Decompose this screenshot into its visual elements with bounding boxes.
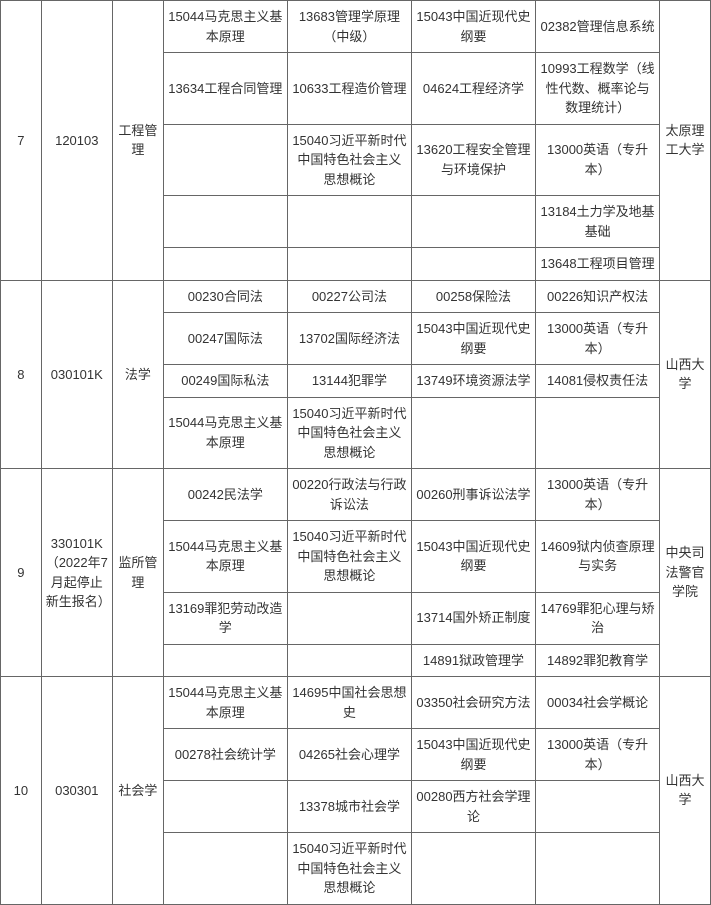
course-cell: 00230合同法 <box>163 280 287 313</box>
course-cell: 15040习近平新时代中国特色社会主义思想概论 <box>287 833 411 905</box>
course-cell: 13378城市社会学 <box>287 781 411 833</box>
course-cell: 15044马克思主义基本原理 <box>163 677 287 729</box>
course-cell: 00280西方社会学理论 <box>411 781 535 833</box>
course-cell: 15043中国近现代史纲要 <box>411 521 535 593</box>
course-cell: 15044马克思主义基本原理 <box>163 521 287 593</box>
course-cell <box>287 592 411 644</box>
course-cell: 02382管理信息系统 <box>536 1 660 53</box>
course-cell: 15044马克思主义基本原理 <box>163 1 287 53</box>
course-cell: 00227公司法 <box>287 280 411 313</box>
course-cell: 14892罪犯教育学 <box>536 644 660 677</box>
row-number: 9 <box>1 469 42 677</box>
course-cell: 13634工程合同管理 <box>163 53 287 125</box>
course-cell <box>411 833 535 905</box>
major-name: 法学 <box>112 280 163 469</box>
course-cell: 00278社会统计学 <box>163 729 287 781</box>
course-cell <box>536 833 660 905</box>
course-cell: 14891狱政管理学 <box>411 644 535 677</box>
row-number: 10 <box>1 677 42 905</box>
course-cell: 00242民法学 <box>163 469 287 521</box>
major-code: 030101K <box>41 280 112 469</box>
major-name: 监所管理 <box>112 469 163 677</box>
course-cell <box>163 644 287 677</box>
course-cell <box>287 248 411 281</box>
school-name: 山西大学 <box>660 677 711 905</box>
course-cell: 13184土力学及地基基础 <box>536 196 660 248</box>
course-cell <box>411 397 535 469</box>
course-cell: 00249国际私法 <box>163 365 287 398</box>
course-cell <box>163 781 287 833</box>
course-cell: 04624工程经济学 <box>411 53 535 125</box>
course-cell: 00220行政法与行政诉讼法 <box>287 469 411 521</box>
course-cell <box>536 781 660 833</box>
course-cell: 13714国外矫正制度 <box>411 592 535 644</box>
course-cell <box>163 833 287 905</box>
course-table: 7120103工程管理15044马克思主义基本原理13683管理学原理（中级）1… <box>0 0 711 905</box>
course-cell: 14769罪犯心理与矫治 <box>536 592 660 644</box>
course-cell <box>411 248 535 281</box>
major-code: 030301 <box>41 677 112 905</box>
table-row: 7120103工程管理15044马克思主义基本原理13683管理学原理（中级）1… <box>1 1 711 53</box>
course-cell <box>536 397 660 469</box>
row-number: 8 <box>1 280 42 469</box>
course-cell: 13702国际经济法 <box>287 313 411 365</box>
course-cell: 14695中国社会思想史 <box>287 677 411 729</box>
course-cell: 03350社会研究方法 <box>411 677 535 729</box>
course-cell <box>287 196 411 248</box>
course-cell: 10993工程数学（线性代数、概率论与数理统计） <box>536 53 660 125</box>
course-cell <box>163 196 287 248</box>
course-cell <box>163 124 287 196</box>
school-name: 山西大学 <box>660 280 711 469</box>
major-name: 工程管理 <box>112 1 163 281</box>
table-row: 10030301社会学15044马克思主义基本原理14695中国社会思想史033… <box>1 677 711 729</box>
school-name: 中央司法警官学院 <box>660 469 711 677</box>
course-cell <box>163 248 287 281</box>
course-cell: 15040习近平新时代中国特色社会主义思想概论 <box>287 397 411 469</box>
major-name: 社会学 <box>112 677 163 905</box>
course-cell: 15044马克思主义基本原理 <box>163 397 287 469</box>
course-cell: 00260刑事诉讼法学 <box>411 469 535 521</box>
course-cell: 13620工程安全管理与环境保护 <box>411 124 535 196</box>
table-row: 8030101K法学00230合同法00227公司法00258保险法00226知… <box>1 280 711 313</box>
course-cell: 15043中国近现代史纲要 <box>411 1 535 53</box>
course-cell: 13000英语（专升本） <box>536 469 660 521</box>
course-cell: 15040习近平新时代中国特色社会主义思想概论 <box>287 124 411 196</box>
course-cell: 04265社会心理学 <box>287 729 411 781</box>
course-cell: 13648工程项目管理 <box>536 248 660 281</box>
course-cell <box>411 196 535 248</box>
course-cell: 13144犯罪学 <box>287 365 411 398</box>
course-cell: 13683管理学原理（中级） <box>287 1 411 53</box>
row-number: 7 <box>1 1 42 281</box>
school-name: 太原理工大学 <box>660 1 711 281</box>
course-cell: 00247国际法 <box>163 313 287 365</box>
course-cell: 15043中国近现代史纲要 <box>411 313 535 365</box>
course-cell: 14609狱内侦查原理与实务 <box>536 521 660 593</box>
course-cell: 15040习近平新时代中国特色社会主义思想概论 <box>287 521 411 593</box>
course-cell: 10633工程造价管理 <box>287 53 411 125</box>
course-cell: 00034社会学概论 <box>536 677 660 729</box>
course-cell: 15043中国近现代史纲要 <box>411 729 535 781</box>
course-cell: 13000英语（专升本） <box>536 313 660 365</box>
course-cell: 00258保险法 <box>411 280 535 313</box>
course-cell: 13169罪犯劳动改造学 <box>163 592 287 644</box>
course-cell <box>287 644 411 677</box>
table-row: 9330101K（2022年7月起停止新生报名）监所管理00242民法学0022… <box>1 469 711 521</box>
course-cell: 00226知识产权法 <box>536 280 660 313</box>
course-cell: 14081侵权责任法 <box>536 365 660 398</box>
major-code: 120103 <box>41 1 112 281</box>
major-code: 330101K（2022年7月起停止新生报名） <box>41 469 112 677</box>
course-cell: 13000英语（专升本） <box>536 124 660 196</box>
course-cell: 13000英语（专升本） <box>536 729 660 781</box>
course-cell: 13749环境资源法学 <box>411 365 535 398</box>
